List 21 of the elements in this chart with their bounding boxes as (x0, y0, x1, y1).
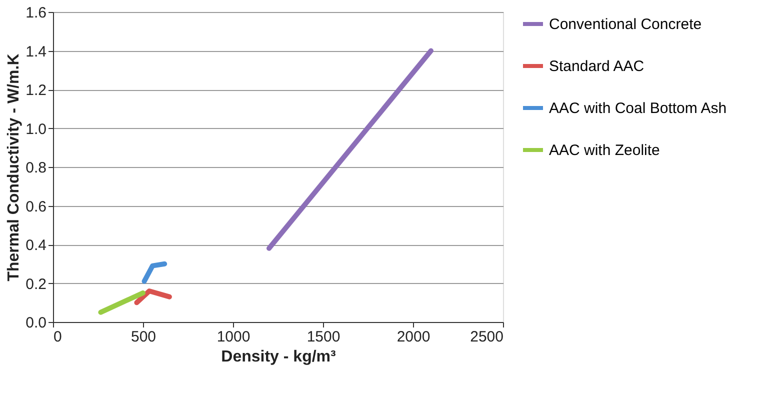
legend-label: AAC with Zeolite (549, 142, 660, 159)
x-tick-label: 2000 (396, 328, 430, 346)
x-tick-label: 1000 (216, 328, 250, 346)
x-tick-label: 1500 (306, 328, 340, 346)
x-tick-label: 2500 (470, 328, 504, 346)
legend-label: AAC with Coal Bottom Ash (549, 100, 727, 117)
legend-label: Conventional Concrete (549, 16, 702, 33)
y-tick-label: 0.8 (26, 160, 46, 176)
x-tick-label: 500 (130, 328, 156, 346)
legend-label: Standard AAC (549, 58, 644, 75)
y-tick-label: 0.0 (26, 314, 46, 332)
x-tick-label: 0 (54, 328, 62, 346)
y-tick-label: 1.0 (26, 120, 46, 138)
x-axis-title: Density - kg/m³ (221, 348, 336, 366)
y-tick-label: 0.6 (26, 198, 46, 216)
y-tick-label: 0.2 (26, 276, 46, 293)
y-tick-label: 0.4 (26, 237, 46, 254)
y-tick-label: 1.4 (26, 43, 46, 60)
y-tick-label: 1.2 (26, 82, 46, 99)
y-tick-label: 1.6 (26, 4, 46, 22)
y-axis-title: Thermal Conductivity - W/m.K (6, 53, 23, 282)
